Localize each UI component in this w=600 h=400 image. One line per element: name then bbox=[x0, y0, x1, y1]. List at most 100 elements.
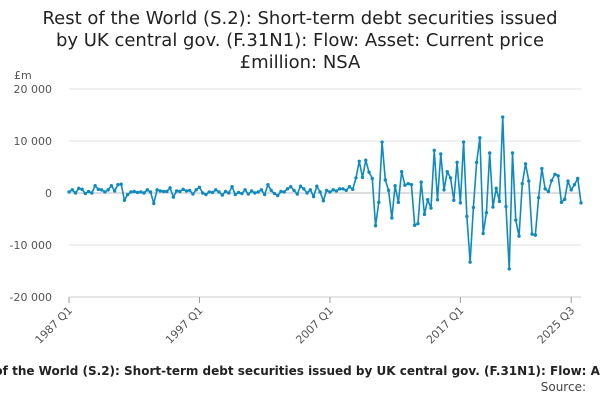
data-point bbox=[187, 188, 192, 193]
data-point bbox=[360, 175, 365, 180]
data-point bbox=[474, 160, 479, 165]
data-point bbox=[386, 188, 391, 193]
data-point bbox=[253, 191, 257, 195]
data-point bbox=[540, 166, 544, 171]
chart-title: Rest of the World (S.2): Short-term debt… bbox=[0, 8, 600, 74]
data-point bbox=[412, 223, 417, 227]
data-point bbox=[357, 159, 361, 163]
data-point bbox=[302, 187, 306, 191]
data-point bbox=[559, 200, 564, 205]
data-point bbox=[566, 179, 570, 183]
data-point bbox=[347, 185, 352, 189]
data-point bbox=[132, 189, 136, 194]
data-point bbox=[406, 181, 410, 186]
data-point bbox=[484, 211, 489, 215]
data-point bbox=[390, 216, 394, 220]
data-point bbox=[83, 191, 88, 196]
data-point bbox=[543, 187, 547, 191]
data-point bbox=[289, 185, 293, 189]
data-point bbox=[174, 189, 179, 193]
data-point bbox=[510, 151, 515, 155]
data-point bbox=[158, 189, 163, 193]
data-point bbox=[279, 189, 283, 194]
data-point bbox=[422, 212, 427, 217]
data-point bbox=[576, 176, 580, 181]
data-point bbox=[126, 192, 130, 197]
data-point bbox=[331, 188, 335, 192]
data-point bbox=[145, 188, 149, 192]
data-point bbox=[73, 191, 78, 195]
data-point bbox=[233, 192, 238, 197]
data-point bbox=[553, 172, 557, 176]
data-point bbox=[351, 187, 355, 192]
data-point bbox=[285, 187, 290, 191]
data-point bbox=[161, 189, 166, 194]
data-point bbox=[109, 184, 114, 188]
data-point bbox=[93, 184, 97, 188]
data-point bbox=[165, 189, 169, 194]
data-point bbox=[168, 186, 172, 190]
gridlines bbox=[69, 88, 581, 298]
data-point bbox=[435, 198, 440, 202]
data-point bbox=[240, 191, 244, 196]
data-point bbox=[523, 162, 528, 166]
data-point bbox=[491, 205, 495, 209]
data-point bbox=[426, 198, 430, 202]
data-point bbox=[497, 199, 502, 204]
data-point bbox=[367, 170, 371, 174]
data-point bbox=[409, 182, 414, 187]
data-point bbox=[364, 158, 368, 162]
data-point bbox=[204, 192, 208, 197]
data-point bbox=[396, 200, 401, 205]
data-point bbox=[259, 188, 264, 192]
data-point bbox=[116, 182, 120, 187]
data-point bbox=[236, 190, 241, 195]
data-point bbox=[321, 199, 326, 203]
data-point bbox=[370, 176, 374, 181]
data-point bbox=[86, 189, 91, 194]
x-tick-label: 1987 Q1 bbox=[33, 304, 76, 347]
data-point bbox=[227, 191, 231, 195]
data-point bbox=[249, 189, 254, 193]
chart-title-line-1: Rest of the World (S.2): Short-term debt… bbox=[42, 8, 558, 29]
data-point bbox=[514, 218, 518, 222]
data-point bbox=[533, 233, 538, 237]
data-point bbox=[70, 188, 74, 192]
data-point bbox=[432, 148, 436, 153]
data-point bbox=[152, 201, 156, 206]
data-point bbox=[461, 140, 466, 144]
data-point bbox=[383, 178, 388, 182]
data-point bbox=[549, 178, 554, 183]
data-point bbox=[262, 192, 267, 197]
data-point bbox=[201, 191, 205, 195]
data-point bbox=[445, 169, 449, 174]
data-point bbox=[546, 189, 551, 194]
data-point bbox=[295, 192, 299, 196]
data-point bbox=[393, 184, 397, 188]
data-point bbox=[139, 190, 143, 194]
data-point bbox=[217, 190, 221, 194]
x-tick-label: 2017 Q1 bbox=[424, 304, 467, 347]
data-point bbox=[292, 188, 296, 193]
data-point bbox=[465, 214, 469, 219]
data-point bbox=[181, 187, 185, 192]
data-point bbox=[135, 190, 140, 195]
data-point bbox=[442, 188, 446, 192]
y-axis-ticks: 20 000 10 000 0 -10 000 -20 000 bbox=[10, 83, 52, 304]
data-point bbox=[178, 189, 182, 194]
data-point bbox=[562, 197, 567, 201]
data-point bbox=[246, 192, 251, 196]
data-point bbox=[471, 205, 476, 210]
y-tick-label: -20 000 bbox=[10, 291, 52, 304]
x-tick-label: 2007 Q1 bbox=[293, 304, 336, 347]
data-point bbox=[148, 190, 153, 194]
chart-title-line-3: £million: NSA bbox=[239, 52, 361, 73]
data-point bbox=[416, 221, 420, 226]
data-point bbox=[517, 234, 521, 238]
data-point bbox=[354, 176, 358, 180]
data-point bbox=[67, 190, 71, 194]
data-point bbox=[269, 188, 273, 193]
data-point bbox=[501, 115, 505, 119]
data-point bbox=[318, 190, 322, 194]
